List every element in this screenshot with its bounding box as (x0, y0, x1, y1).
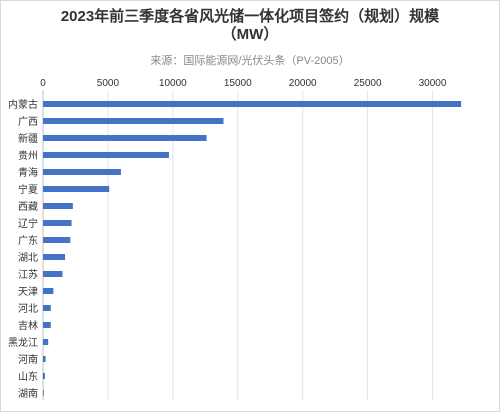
bar (43, 271, 63, 277)
category-label: 西藏 (18, 201, 38, 213)
bar (43, 101, 462, 107)
category-label: 山东 (18, 370, 38, 383)
bar (43, 152, 169, 158)
x-tick-label: 5000 (97, 78, 120, 89)
category-label: 广西 (18, 116, 38, 128)
category-label: 内蒙古 (8, 98, 38, 111)
category-label: 辽宁 (18, 217, 38, 230)
x-tick-label: 15000 (224, 78, 252, 89)
bar (43, 118, 224, 124)
bar (43, 390, 44, 396)
category-label: 广东 (18, 234, 38, 247)
x-tick-label: 30000 (419, 78, 447, 89)
bar (43, 339, 49, 345)
category-label: 吉林 (18, 319, 38, 332)
bar (43, 237, 71, 243)
bar (43, 186, 110, 192)
category-label: 天津 (18, 286, 38, 298)
bar (43, 322, 51, 328)
category-label: 新疆 (18, 132, 38, 145)
bar (43, 220, 72, 226)
x-tick-label: 20000 (289, 78, 317, 89)
category-label: 黑龙江 (8, 336, 38, 349)
x-tick-label: 25000 (354, 78, 382, 89)
chart-source: 来源：国际能源网/光伏头条（PV-2005） (150, 55, 350, 67)
category-label: 湖南 (18, 387, 38, 400)
bar (43, 373, 45, 379)
x-tick-label: 10000 (159, 78, 187, 89)
bar (43, 254, 66, 260)
bar (43, 135, 207, 141)
x-tick-label: 0 (40, 78, 46, 89)
bar (43, 203, 73, 209)
category-label: 贵州 (18, 149, 38, 162)
bar (43, 169, 121, 175)
bar (43, 356, 46, 362)
bar (43, 288, 54, 294)
category-label: 河北 (18, 303, 38, 315)
category-label: 青海 (18, 166, 38, 179)
category-label: 江苏 (18, 268, 38, 281)
chart-title-unit: （MW） (221, 26, 279, 43)
chart-title: 2023年前三季度各省风光储一体化项目签约（规划）规模 (60, 8, 440, 25)
bar (43, 305, 51, 311)
category-label: 河南 (18, 353, 38, 366)
category-label: 湖北 (18, 252, 38, 264)
category-label: 宁夏 (18, 183, 38, 196)
